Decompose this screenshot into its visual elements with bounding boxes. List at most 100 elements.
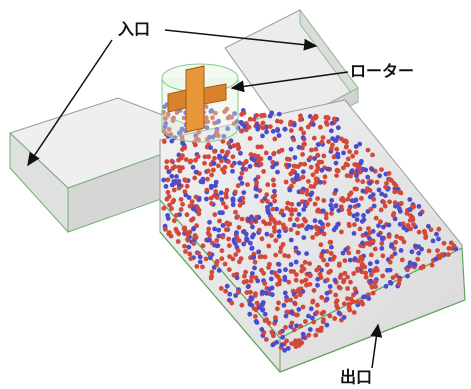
particle (272, 189, 277, 194)
particle (280, 148, 285, 153)
particle (259, 254, 264, 259)
particle (281, 213, 286, 218)
particle (360, 241, 365, 246)
particle (435, 248, 440, 253)
particle (249, 246, 254, 251)
particle (255, 123, 260, 128)
particle (379, 246, 384, 251)
particle (306, 314, 311, 319)
particle (285, 206, 290, 211)
particle (198, 260, 203, 265)
particle (164, 165, 169, 170)
particle (253, 314, 258, 319)
particle (326, 222, 331, 227)
particle (191, 241, 196, 246)
particle (329, 198, 334, 203)
particle (356, 250, 361, 255)
particle (179, 197, 184, 202)
particle (391, 213, 396, 218)
particle (320, 140, 325, 145)
particle (431, 239, 436, 244)
particle (209, 196, 214, 201)
particle (242, 124, 247, 129)
particle (183, 249, 188, 254)
particle (353, 256, 358, 261)
particle (206, 227, 211, 232)
particle (205, 177, 210, 182)
particle (270, 343, 275, 348)
particle (180, 141, 185, 146)
particle (182, 226, 187, 231)
particle (273, 162, 278, 167)
particle (387, 223, 392, 228)
particle (192, 176, 197, 181)
particle (283, 226, 288, 231)
particle (353, 187, 358, 192)
particle (311, 172, 316, 177)
particle (200, 265, 205, 270)
particle (379, 208, 384, 213)
particle (216, 163, 221, 168)
particle (287, 163, 292, 168)
particle (290, 321, 295, 326)
particle (264, 291, 269, 296)
particle (254, 319, 259, 324)
particle (399, 201, 404, 206)
particle (164, 184, 169, 189)
particle (291, 137, 296, 142)
particle (285, 157, 290, 162)
particle (209, 276, 214, 281)
particle (321, 208, 326, 213)
particle (348, 258, 353, 263)
particle (315, 196, 320, 201)
particle (163, 227, 168, 232)
particle (354, 150, 359, 155)
particle (227, 222, 232, 227)
particle (330, 207, 335, 212)
particle (371, 192, 376, 197)
particle (326, 116, 331, 121)
inlet-label: 入口 (118, 20, 150, 39)
particle (254, 113, 259, 118)
particle (366, 296, 371, 301)
particle (225, 284, 230, 289)
particle (276, 301, 281, 306)
particle (253, 293, 258, 298)
mixer-diagram: 入口 ローター 出口 (0, 0, 471, 389)
particle (321, 225, 326, 230)
particle (250, 271, 255, 276)
particle (161, 178, 166, 183)
particle (236, 290, 241, 295)
particle (300, 152, 305, 157)
particle (300, 190, 305, 195)
particle (292, 327, 297, 332)
particle (207, 251, 212, 256)
particle (289, 310, 294, 315)
particle (315, 163, 320, 168)
particle (346, 157, 351, 162)
particle (220, 149, 225, 154)
particle (271, 152, 276, 157)
particle (268, 124, 273, 129)
particle (400, 258, 405, 263)
particle (208, 145, 213, 150)
particle (314, 232, 319, 237)
particle (191, 165, 196, 170)
particle (381, 225, 386, 230)
particle (371, 291, 376, 296)
particle (442, 241, 447, 246)
particle (283, 325, 288, 330)
particle (313, 202, 318, 207)
particle (371, 197, 376, 202)
particle (301, 335, 306, 340)
particle (348, 280, 353, 285)
particle (169, 159, 174, 164)
particle (408, 213, 413, 218)
particle (172, 164, 177, 169)
particle (235, 142, 240, 147)
particle (277, 269, 282, 274)
particle (389, 242, 394, 247)
particle (236, 183, 241, 188)
particle (247, 125, 252, 130)
particle (434, 257, 439, 262)
